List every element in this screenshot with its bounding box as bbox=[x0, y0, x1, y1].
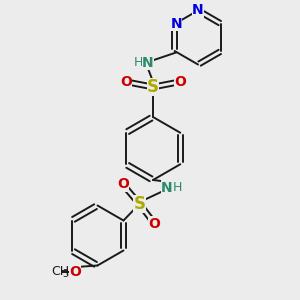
Text: S: S bbox=[147, 78, 159, 96]
Text: O: O bbox=[148, 217, 160, 230]
Text: H: H bbox=[133, 56, 143, 70]
Text: O: O bbox=[117, 178, 129, 191]
Text: O: O bbox=[69, 265, 81, 278]
Text: N: N bbox=[161, 181, 172, 194]
Text: O: O bbox=[120, 76, 132, 89]
Text: CH: CH bbox=[51, 265, 69, 278]
Text: 3: 3 bbox=[62, 268, 68, 279]
Text: N: N bbox=[170, 17, 182, 31]
Text: N: N bbox=[142, 56, 153, 70]
Text: N: N bbox=[192, 4, 204, 17]
Text: S: S bbox=[134, 195, 146, 213]
Text: H: H bbox=[172, 181, 182, 194]
Text: O: O bbox=[174, 76, 186, 89]
